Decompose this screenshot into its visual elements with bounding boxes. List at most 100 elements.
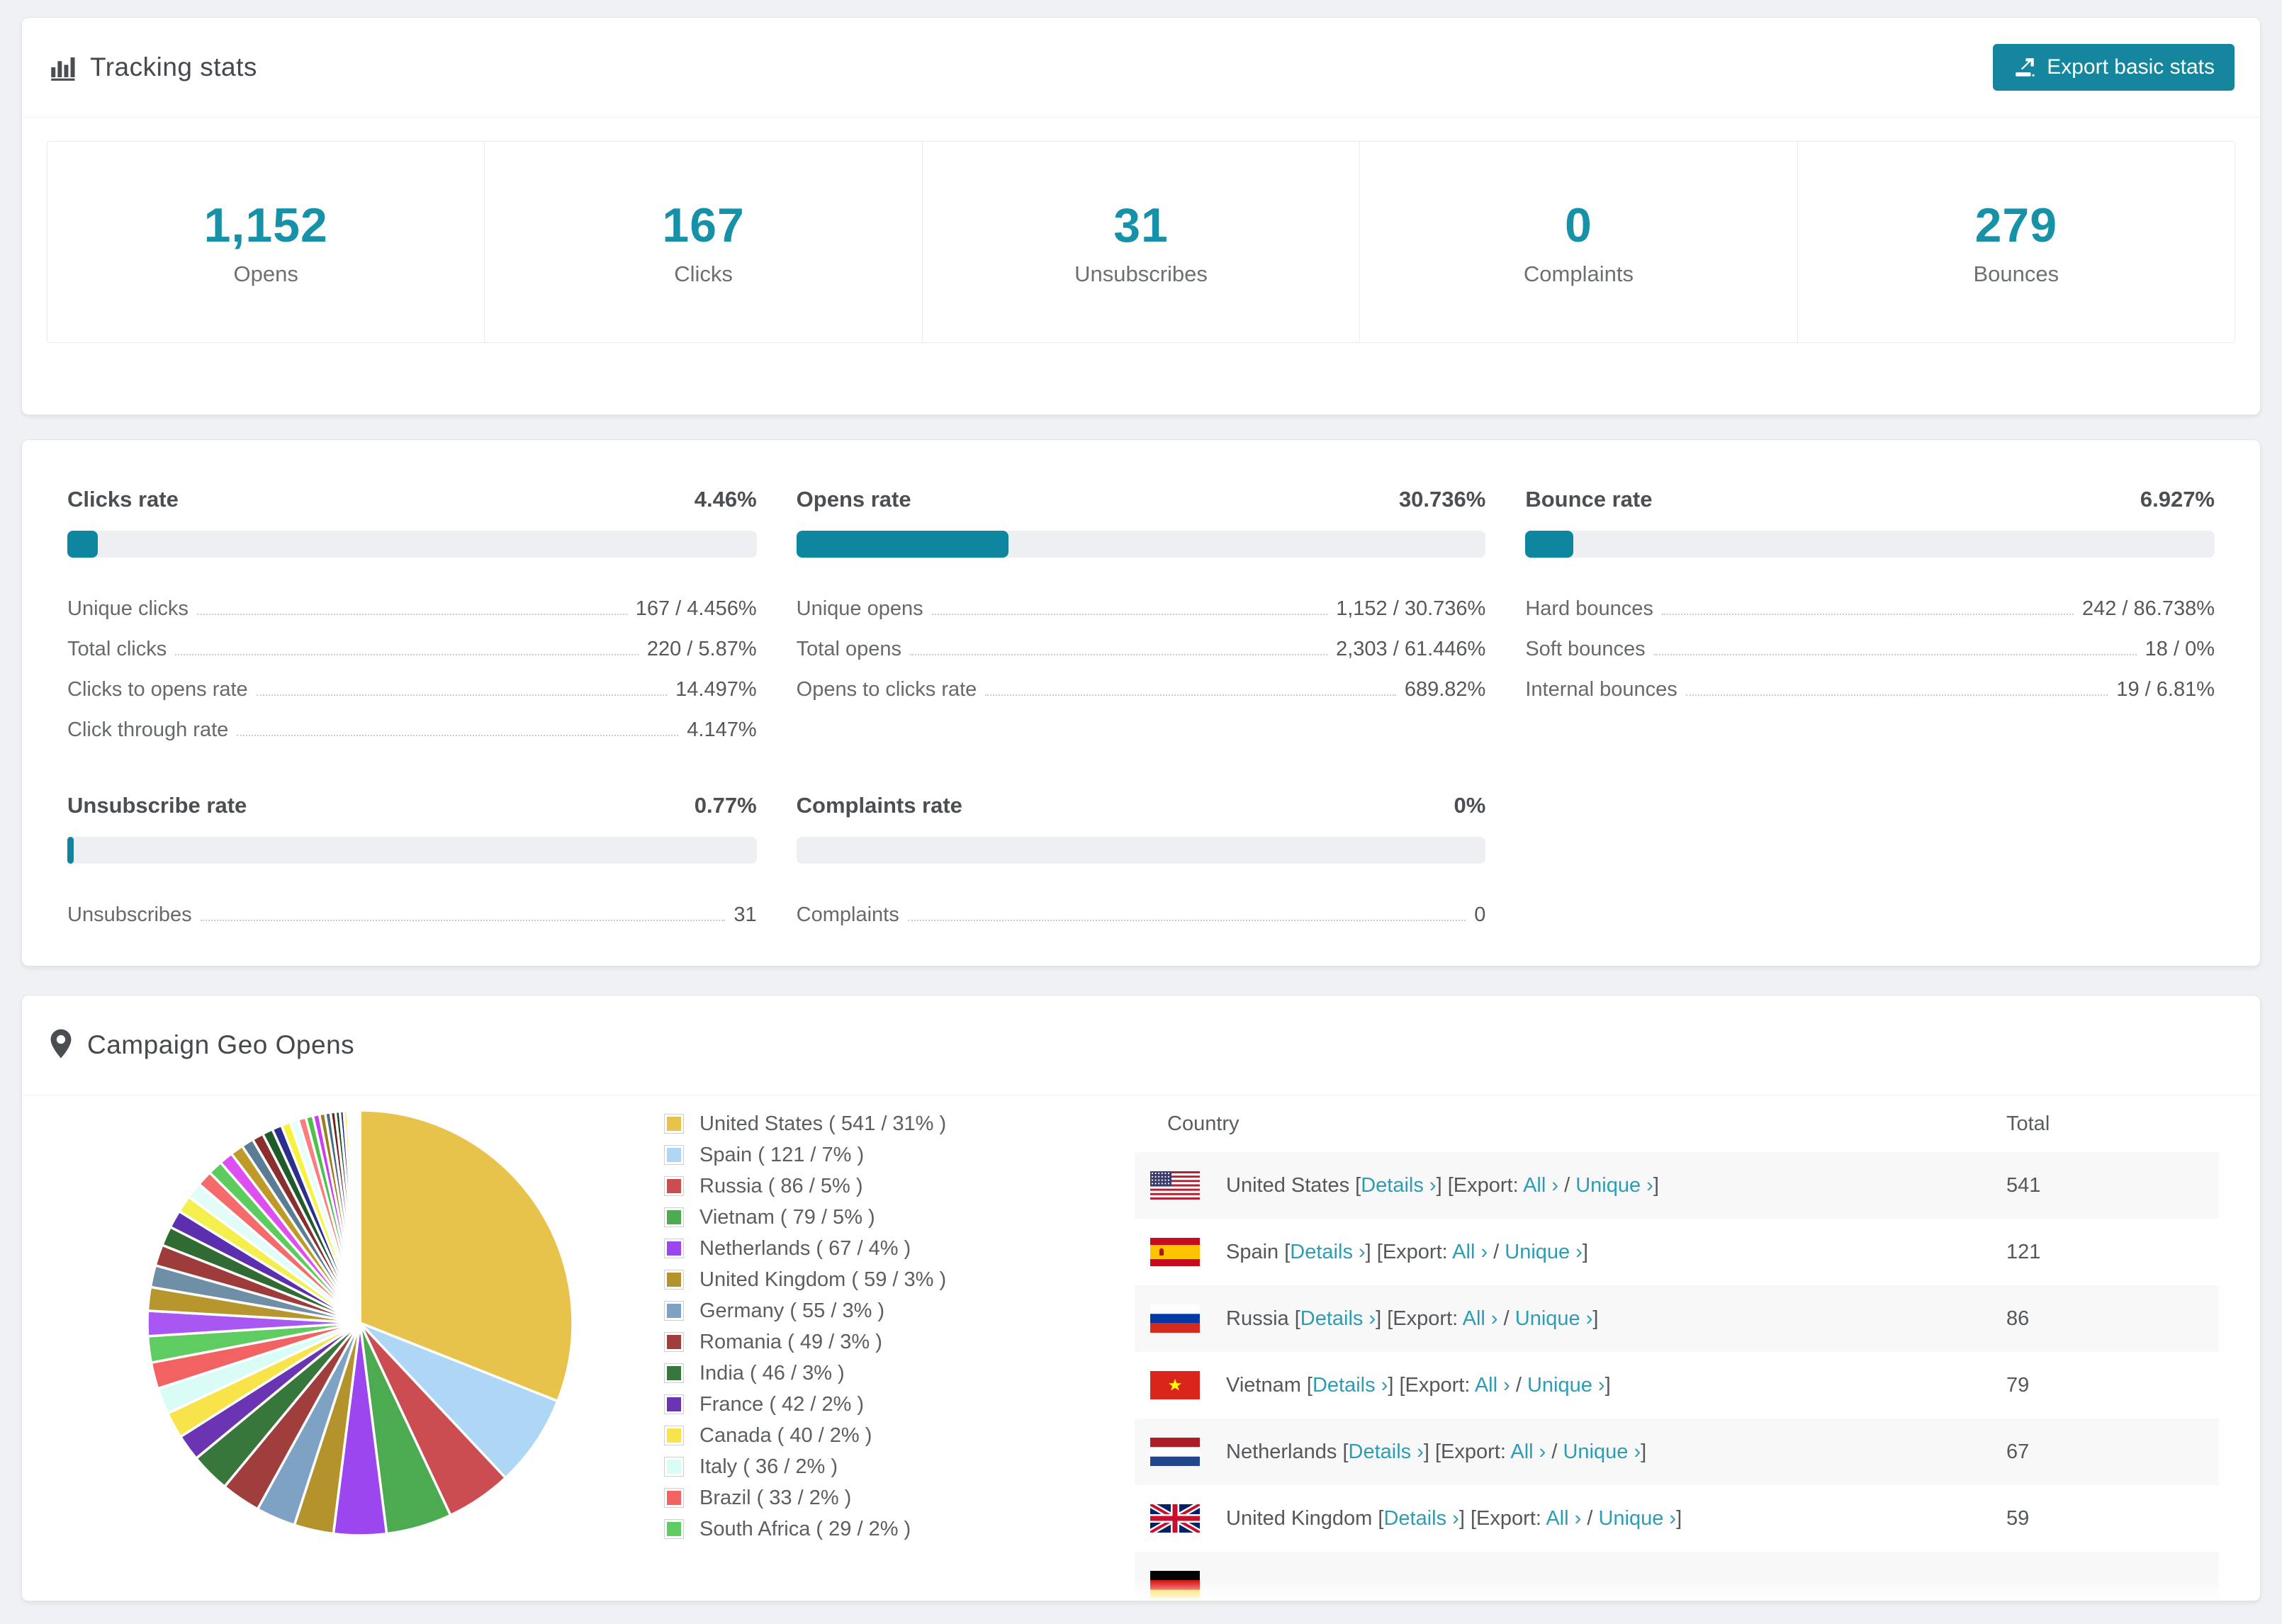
rate-row-value: 18 / 0% xyxy=(2145,638,2215,660)
legend-swatch xyxy=(664,1332,684,1352)
stat-box: 0 Complaints xyxy=(1360,142,1798,342)
dotted-leader xyxy=(256,694,668,696)
stat-value: 1,152 xyxy=(203,198,328,252)
stat-label: Unsubscribes xyxy=(1074,261,1208,286)
rate-title-row: Clicks rate 4.46% xyxy=(67,487,757,512)
stat-value: 31 xyxy=(1113,198,1169,252)
progress-bar xyxy=(796,531,1486,558)
export-unique-link[interactable]: Unique › xyxy=(1505,1240,1583,1263)
details-link[interactable]: Details › xyxy=(1348,1440,1424,1463)
rate-rows: Unique clicks 167 / 4.456% Total clicks 220… xyxy=(67,580,757,742)
export-basic-stats-button[interactable]: Export basic stats xyxy=(1993,44,2235,91)
export-all-link[interactable]: All › xyxy=(1510,1440,1546,1463)
legend-item: Russia ( 86 / 5% ) xyxy=(664,1171,946,1202)
total-cell: 121 xyxy=(2006,1240,2041,1263)
rate-row-label: Total opens xyxy=(796,638,901,660)
legend-label: Germany ( 55 / 3% ) xyxy=(699,1299,885,1322)
bracket: ] [Export: xyxy=(1376,1307,1463,1330)
pie-slice-other[interactable] xyxy=(358,1109,361,1324)
pie-slice-united-states[interactable] xyxy=(359,1109,574,1403)
export-unique-link[interactable]: Unique › xyxy=(1575,1173,1653,1197)
geo-opens-header: Campaign Geo Opens xyxy=(22,996,2260,1095)
rate-card: Unsubscribe rate 0.77% Unsubscribes 31 xyxy=(67,793,757,927)
progress-bar xyxy=(67,531,757,558)
rate-title-row: Opens rate 30.736% xyxy=(797,487,1486,512)
rate-row-value: 242 / 86.738% xyxy=(2081,597,2215,620)
export-unique-link[interactable]: Unique › xyxy=(1514,1307,1593,1330)
country-flag-icon xyxy=(1150,1504,1200,1533)
legend-label: Netherlands ( 67 / 4% ) xyxy=(699,1236,911,1260)
rate-row: Total clicks 220 / 5.87% xyxy=(67,621,757,661)
slash: / xyxy=(1558,1173,1576,1197)
export-all-link[interactable]: All › xyxy=(1523,1173,1559,1197)
rate-value: 0.77% xyxy=(694,793,757,818)
stat-box: 1,152 Opens xyxy=(47,142,485,342)
rate-row-label: Click through rate xyxy=(67,718,229,741)
legend-item: Canada ( 40 / 2% ) xyxy=(664,1420,946,1451)
geo-table-header-row: Country Total xyxy=(1135,1095,2219,1152)
progress-fill xyxy=(796,531,1008,558)
dotted-leader xyxy=(1685,694,2108,696)
legend-label: Brazil ( 33 / 2% ) xyxy=(699,1486,852,1509)
rate-row-value: 0 xyxy=(1474,903,1486,926)
export-all-link[interactable]: All › xyxy=(1474,1373,1510,1397)
bracket: ] [Export: xyxy=(1436,1173,1524,1197)
legend-swatch xyxy=(664,1114,684,1134)
export-all-link[interactable]: All › xyxy=(1452,1240,1488,1263)
legend-label: Spain ( 121 / 7% ) xyxy=(699,1143,865,1166)
rate-row: Unsubscribes 31 xyxy=(67,886,757,927)
geo-opens-pie-chart[interactable] xyxy=(141,1104,579,1542)
country-cell: Spain [Details ›] [Export: All › / Uniqu… xyxy=(1200,1241,2006,1264)
legend-swatch xyxy=(664,1207,684,1227)
legend-item: India ( 46 / 3% ) xyxy=(664,1358,946,1389)
export-all-link[interactable]: All › xyxy=(1462,1307,1498,1330)
rate-rows: Complaints 0 xyxy=(797,886,1486,927)
progress-fill xyxy=(67,531,99,558)
dotted-leader xyxy=(200,920,726,921)
rate-value: 6.927% xyxy=(2140,487,2215,512)
pie-legend: United States ( 541 / 31% ) Spain ( 121 /… xyxy=(664,1108,946,1545)
details-link[interactable]: Details › xyxy=(1290,1240,1366,1263)
legend-label: Italy ( 36 / 2% ) xyxy=(699,1455,838,1478)
details-link[interactable]: Details › xyxy=(1300,1307,1376,1330)
export-unique-link[interactable]: Unique › xyxy=(1598,1506,1677,1530)
progress-fill xyxy=(67,837,74,864)
rate-row: Internal bounces 19 / 6.81% xyxy=(1525,661,2215,701)
rate-value: 30.736% xyxy=(1398,487,1486,512)
bracket: ] [Export: xyxy=(1388,1373,1475,1397)
country-flag-icon xyxy=(1150,1571,1200,1599)
rate-card: Clicks rate 4.46% Unique clicks 167 / 4.456… xyxy=(67,487,757,742)
details-link[interactable]: Details › xyxy=(1361,1173,1437,1197)
geo-table-header-country: Country xyxy=(1167,1112,1240,1135)
details-link[interactable]: Details › xyxy=(1312,1373,1388,1397)
stat-box: 279 Bounces xyxy=(1798,142,2235,342)
geo-table-row xyxy=(1135,1552,2219,1601)
details-link[interactable]: Details › xyxy=(1383,1506,1459,1530)
stat-label: Clicks xyxy=(674,261,733,286)
rate-row: Total opens 2,303 / 61.446% xyxy=(797,621,1486,661)
legend-label: United Kingdom ( 59 / 3% ) xyxy=(699,1268,947,1291)
dotted-leader xyxy=(985,694,1396,696)
country-cell: Russia [Details ›] [Export: All › / Uniq… xyxy=(1200,1307,2006,1331)
export-unique-link[interactable]: Unique › xyxy=(1527,1373,1605,1397)
rate-value: 0% xyxy=(1454,793,1486,818)
country-flag-icon xyxy=(1150,1304,1200,1333)
country-name: Spain xyxy=(1226,1240,1285,1263)
export-all-link[interactable]: All › xyxy=(1546,1506,1582,1530)
legend-swatch xyxy=(664,1394,684,1414)
bracket: ] xyxy=(1641,1440,1647,1463)
export-unique-link[interactable]: Unique › xyxy=(1563,1440,1641,1463)
bracket: ] [Export: xyxy=(1458,1506,1546,1530)
country-flag-icon xyxy=(1150,1238,1200,1266)
country-name: United States xyxy=(1226,1173,1356,1197)
pie-slice-spain[interactable] xyxy=(359,1321,559,1479)
legend-swatch xyxy=(664,1363,684,1383)
progress-bar xyxy=(1525,531,2215,558)
bracket: [ xyxy=(1378,1506,1384,1530)
bracket: ] xyxy=(1592,1307,1599,1330)
rate-row: Soft bounces 18 / 0% xyxy=(1525,621,2215,661)
total-cell: 86 xyxy=(2006,1307,2030,1330)
rate-title: Bounce rate xyxy=(1525,487,1653,512)
legend-label: India ( 46 / 3% ) xyxy=(699,1361,845,1385)
rate-row-label: Opens to clicks rate xyxy=(796,678,977,701)
